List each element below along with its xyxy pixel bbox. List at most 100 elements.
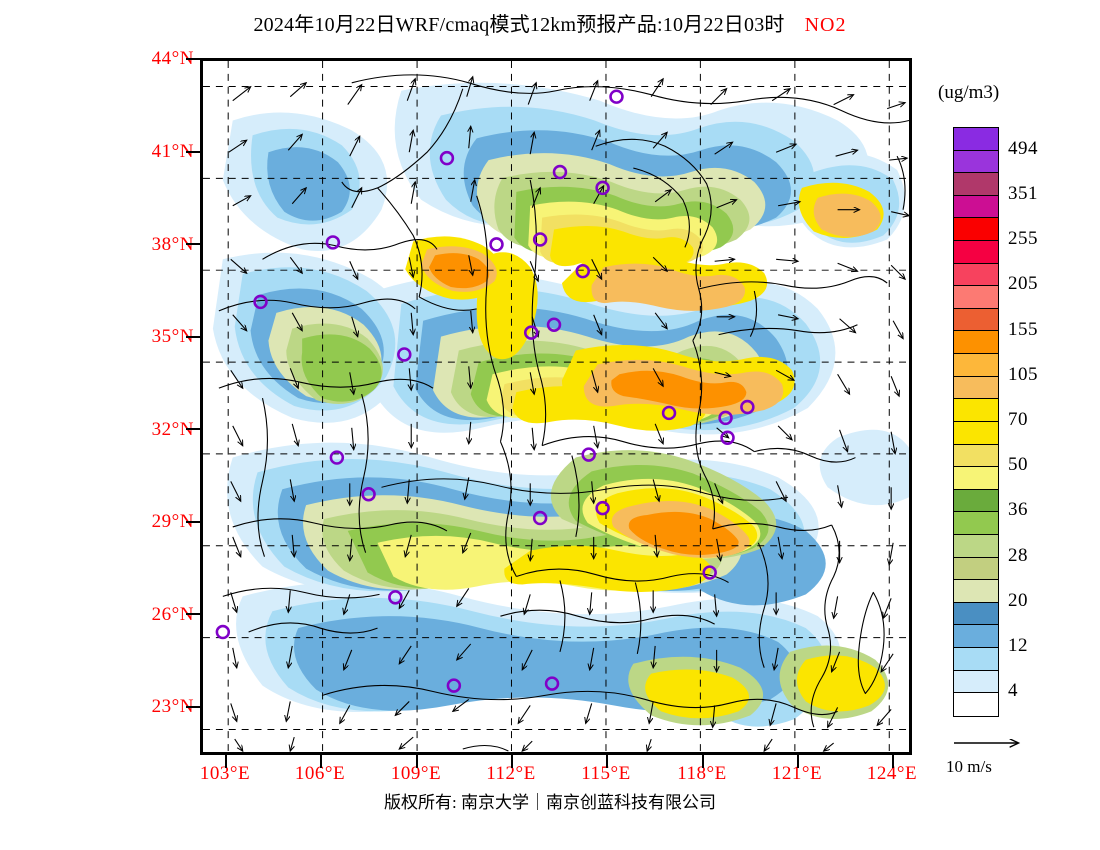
city-marker bbox=[446, 678, 462, 693]
y-tick-mark bbox=[186, 151, 200, 153]
map-plot-frame bbox=[200, 58, 912, 755]
city-marker bbox=[215, 624, 231, 640]
y-tick-label: 35°N bbox=[151, 326, 194, 347]
city-marker bbox=[720, 430, 735, 445]
city-marker bbox=[546, 317, 562, 332]
wind-scale-label: 10 m/s bbox=[946, 757, 992, 776]
y-tick-label: 26°N bbox=[151, 604, 194, 625]
city-marker bbox=[595, 500, 610, 516]
colorbar-tick-label: 105 bbox=[1008, 363, 1038, 385]
city-marker bbox=[361, 487, 376, 502]
colorbar-swatch bbox=[954, 625, 998, 649]
city-marker bbox=[397, 347, 412, 362]
x-tick-label: 106°E bbox=[294, 763, 346, 784]
x-tick-mark bbox=[320, 755, 322, 768]
y-tick-label: 38°N bbox=[151, 234, 194, 255]
x-tick-label: 124°E bbox=[866, 763, 918, 784]
x-tick-label: 109°E bbox=[390, 763, 442, 784]
colorbar-tick-label: 50 bbox=[1008, 454, 1028, 476]
colorbar[interactable] bbox=[953, 127, 999, 717]
colorbar-tick-label: 36 bbox=[1008, 499, 1028, 521]
x-tick-mark bbox=[797, 755, 799, 768]
colorbar-tick-label: 70 bbox=[1008, 409, 1028, 430]
colorbar-swatch bbox=[954, 218, 998, 242]
colorbar-swatch bbox=[954, 693, 998, 716]
x-tick-mark bbox=[606, 755, 608, 768]
x-tick-label: 115°E bbox=[581, 763, 631, 784]
city-marker bbox=[552, 164, 568, 180]
city-marker bbox=[523, 325, 539, 340]
y-tick-mark bbox=[186, 613, 200, 615]
y-tick-label: 32°N bbox=[151, 419, 194, 440]
copyright-footer: 版权所有: 南京大学｜南京创蓝科技有限公司 bbox=[384, 793, 716, 812]
y-tick-label: 23°N bbox=[151, 696, 194, 717]
city-marker-group[interactable] bbox=[215, 89, 755, 693]
city-marker bbox=[439, 150, 455, 166]
city-marker bbox=[489, 237, 504, 252]
x-tick-mark bbox=[511, 755, 513, 768]
y-tick-mark bbox=[186, 706, 200, 708]
city-marker bbox=[325, 235, 341, 250]
city-marker bbox=[595, 180, 610, 196]
graticule-grid bbox=[203, 61, 909, 752]
city-marker bbox=[253, 294, 268, 310]
province-boundary-lines bbox=[218, 74, 909, 752]
city-marker bbox=[661, 405, 677, 421]
city-marker bbox=[740, 399, 755, 415]
x-tick-mark bbox=[225, 755, 227, 768]
colorbar-tick-label: 494 bbox=[1008, 137, 1038, 159]
concentration-contours bbox=[212, 82, 909, 727]
colorbar-swatch bbox=[954, 580, 998, 603]
y-tick-mark bbox=[186, 243, 200, 245]
y-tick-label: 44°N bbox=[151, 48, 194, 69]
colorbar-tick-label: 205 bbox=[1008, 273, 1038, 295]
colorbar-tick-label: 255 bbox=[1008, 228, 1038, 250]
city-marker bbox=[575, 263, 591, 279]
x-tick-label: 112°E bbox=[486, 763, 536, 784]
colorbar-swatch bbox=[954, 150, 998, 174]
colorbar-swatch bbox=[954, 557, 998, 581]
colorbar-swatch bbox=[954, 399, 998, 422]
wind-vector-field bbox=[228, 77, 909, 751]
city-marker bbox=[388, 590, 403, 605]
y-tick-mark bbox=[186, 58, 200, 60]
colorbar-swatch bbox=[954, 263, 998, 287]
arrow-right-icon bbox=[954, 735, 1030, 751]
colorbar-swatch bbox=[954, 241, 998, 264]
y-tick-label: 29°N bbox=[151, 511, 194, 532]
colorbar-tick-label: 20 bbox=[1008, 589, 1028, 611]
colorbar-swatch bbox=[954, 648, 998, 671]
colorbar-tick-label: 12 bbox=[1008, 635, 1028, 657]
colorbar-swatch bbox=[954, 286, 998, 309]
colorbar-swatch bbox=[954, 670, 998, 694]
colorbar-swatch bbox=[954, 331, 998, 355]
city-marker bbox=[329, 450, 345, 465]
colorbar-swatch bbox=[954, 308, 998, 332]
colorbar-tick-label: 351 bbox=[1008, 182, 1038, 204]
no2-concentration-map[interactable] bbox=[203, 61, 909, 752]
x-tick-label: 121°E bbox=[771, 763, 823, 784]
x-tick-mark bbox=[416, 755, 418, 768]
colorbar-tick-label: 155 bbox=[1008, 318, 1038, 340]
colorbar-swatch bbox=[954, 534, 998, 558]
colorbar-swatch bbox=[954, 128, 998, 151]
colorbar-tick-label: 4 bbox=[1008, 680, 1018, 702]
y-tick-mark bbox=[186, 521, 200, 523]
city-marker bbox=[718, 410, 733, 426]
colorbar-swatch bbox=[954, 376, 998, 400]
chart-title-bar: 2024年10月22日WRF/cmaq模式12km预报产品:10月22日03时 … bbox=[0, 8, 1100, 37]
y-tick-mark bbox=[186, 428, 200, 430]
colorbar-swatch bbox=[954, 602, 998, 626]
city-marker bbox=[702, 565, 717, 580]
city-marker bbox=[544, 676, 560, 691]
x-tick-label: 103°E bbox=[199, 763, 251, 784]
colorbar-swatch bbox=[954, 489, 998, 513]
colorbar-swatch bbox=[954, 195, 998, 219]
colorbar-swatch bbox=[954, 173, 998, 196]
colorbar-unit-label: (ug/m3) bbox=[938, 82, 1000, 103]
colorbar-swatch bbox=[954, 467, 998, 490]
city-marker bbox=[609, 89, 624, 104]
x-tick-mark bbox=[702, 755, 704, 768]
colorbar-swatch bbox=[954, 421, 998, 445]
colorbar-swatch bbox=[954, 354, 998, 377]
